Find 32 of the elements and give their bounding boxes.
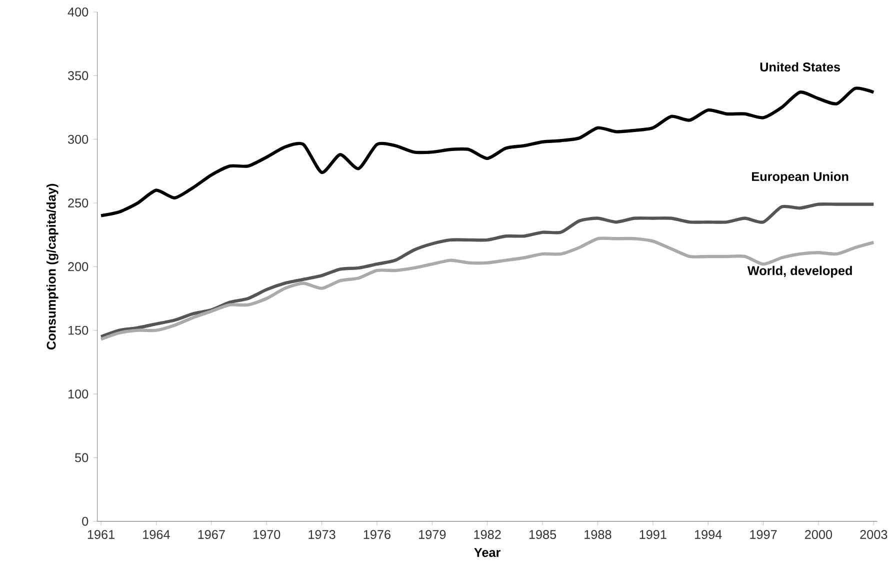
x-tick-label: 1967	[198, 530, 225, 539]
y-tick-label: 200	[68, 262, 88, 272]
y-tick-label: 300	[68, 134, 88, 144]
x-tick-label: 1988	[584, 530, 612, 539]
y-tick-label: 150	[68, 326, 88, 335]
series-label: European Union	[752, 172, 848, 184]
x-tick-label: 1997	[750, 530, 777, 539]
x-tick-label: 1994	[694, 530, 722, 539]
y-tick-label: 400	[68, 8, 88, 16]
x-tick-label: 1961	[88, 530, 114, 539]
x-tick-label: 1985	[529, 530, 556, 539]
y-axis-title: Consumption (g/capita/day)	[46, 184, 58, 350]
series-label: World, developed	[747, 266, 852, 278]
x-tick-label: 1982	[474, 530, 501, 539]
y-tick-label: 50	[75, 453, 88, 462]
y-tick-label: 350	[68, 71, 88, 80]
x-tick-label: 1964	[143, 530, 170, 539]
line-series	[99, 202, 876, 338]
x-tick-label: 1973	[308, 530, 336, 539]
x-tick-label: 2000	[805, 530, 832, 539]
line-series	[99, 236, 876, 341]
x-tick-label: 1991	[640, 530, 666, 539]
line-series	[99, 86, 876, 218]
x-tick-label: 1976	[364, 530, 390, 539]
x-tick-label: 2003	[860, 530, 888, 539]
series-label: United States	[760, 62, 840, 72]
y-tick-label: 100	[68, 390, 88, 398]
y-tick-label: 250	[68, 198, 88, 208]
y-tick-label: 0	[82, 516, 88, 526]
x-axis-title: Year	[474, 548, 501, 557]
x-tick-label: 1970	[253, 530, 280, 539]
x-tick-label: 1979	[419, 530, 446, 539]
